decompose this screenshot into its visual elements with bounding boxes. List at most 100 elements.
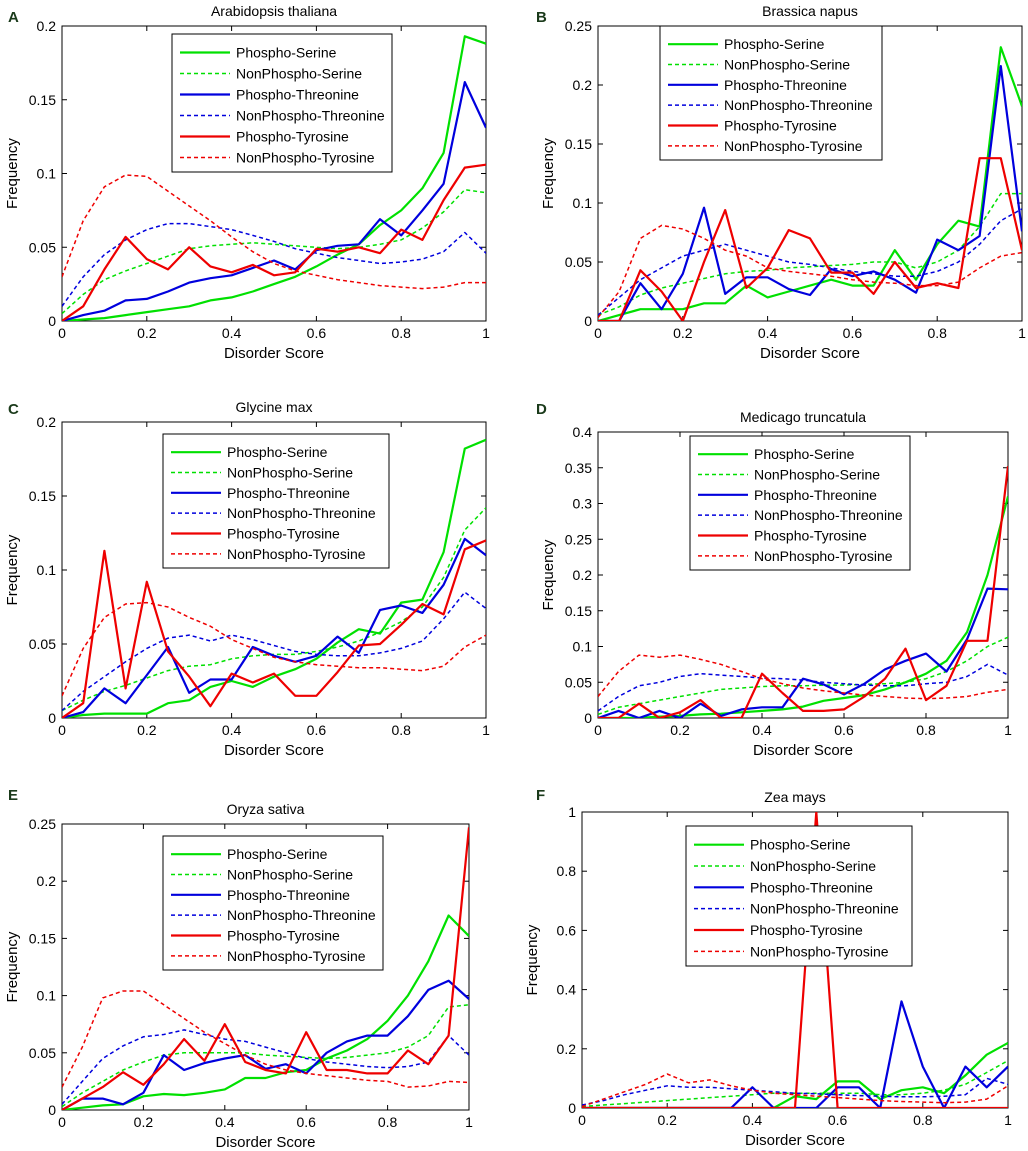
y-tick-label: 0.1 (37, 988, 57, 1004)
y-tick-label: 0.15 (29, 930, 56, 946)
series-line-phospho-threonine (598, 587, 1008, 718)
legend-label: NonPhospho-Serine (750, 858, 876, 874)
series-line-phospho-serine (62, 438, 486, 718)
series-line-nonphospho-threonine (582, 1077, 1008, 1106)
legend-label: NonPhospho-Serine (754, 467, 880, 483)
series-line-phospho-threonine (598, 64, 1022, 321)
x-axis-label: Disorder Score (760, 345, 860, 362)
legend-label: Phospho-Tyrosine (750, 922, 863, 938)
y-tick-label: 0.4 (573, 424, 593, 440)
series-line-nonphospho-tyrosine (62, 990, 469, 1088)
chart-title: Arabidopsis thaliana (211, 3, 337, 19)
y-tick-label: 0.05 (565, 674, 592, 690)
x-tick-label: 0.6 (296, 1114, 316, 1130)
x-tick-label: 1 (465, 1114, 473, 1130)
legend-label: NonPhospho-Threonine (750, 901, 899, 917)
x-tick-label: 0.2 (673, 325, 693, 341)
legend-label: Phospho-Threonine (236, 87, 359, 103)
x-tick-label: 0.6 (307, 722, 327, 738)
series-group (598, 466, 1008, 718)
y-tick-label: 0.05 (565, 254, 592, 270)
legend-label: Phospho-Tyrosine (236, 129, 349, 145)
y-tick-label: 1 (568, 804, 576, 820)
legend: Phospho-Serine NonPhospho-Serine Phospho-T… (685, 825, 913, 967)
y-tick-label: 0 (568, 1100, 576, 1116)
x-tick-label: 0 (58, 1114, 66, 1130)
panel-label: D (536, 401, 547, 418)
legend: Phospho-Serine NonPhospho-Serine Phospho-T… (162, 835, 384, 971)
y-tick-label: 0 (48, 313, 56, 329)
series-line-phospho-tyrosine (62, 163, 486, 321)
x-tick-label: 0.4 (215, 1114, 235, 1130)
panel-label: B (536, 9, 547, 26)
legend-label: Phospho-Serine (754, 446, 855, 462)
x-tick-label: 0.4 (222, 325, 242, 341)
legend-label: Phospho-Serine (227, 846, 328, 862)
y-tick-label: 0.3 (573, 496, 593, 512)
y-tick-label: 0.25 (29, 816, 56, 832)
x-tick-label: 0 (58, 722, 66, 738)
y-tick-label: 0.4 (557, 982, 577, 998)
series-line-phospho-serine (598, 46, 1022, 321)
legend-label: Phospho-Tyrosine (227, 526, 340, 542)
y-tick-label: 0.2 (37, 414, 57, 430)
series-line-nonphospho-tyrosine (582, 1073, 1008, 1108)
legend-label: Phospho-Tyrosine (227, 928, 340, 944)
y-tick-label: 0 (584, 710, 592, 726)
y-tick-label: 0.2 (573, 567, 593, 583)
legend-label: Phospho-Serine (236, 45, 337, 61)
series-line-phospho-serine (62, 35, 486, 321)
y-tick-label: 0.15 (29, 92, 56, 108)
legend-label: NonPhospho-Serine (227, 465, 353, 481)
legend-label: Phospho-Tyrosine (724, 118, 837, 134)
legend-label: NonPhospho-Tyrosine (227, 948, 366, 964)
legend-label: Phospho-Threonine (227, 887, 350, 903)
x-tick-label: 1 (1004, 1112, 1012, 1128)
legend-label: NonPhospho-Threonine (236, 108, 385, 124)
y-tick-label: 0 (48, 710, 56, 726)
y-tick-label: 0.1 (573, 195, 593, 211)
x-axis-label: Disorder Score (224, 742, 324, 759)
legend-label: NonPhospho-Threonine (227, 505, 376, 521)
panel-label: E (8, 787, 18, 804)
x-tick-label: 0.4 (758, 325, 778, 341)
legend-label: Phospho-Serine (227, 444, 328, 460)
y-tick-label: 0.2 (573, 77, 593, 93)
x-tick-label: 0.8 (378, 1114, 398, 1130)
panel-label: A (8, 9, 19, 26)
legend-label: Phospho-Threonine (227, 485, 350, 501)
y-axis-label: Frequency (524, 924, 541, 995)
series-line-nonphospho-tyrosine (62, 601, 486, 697)
series-line-phospho-tyrosine (62, 539, 486, 718)
y-axis-label: Frequency (540, 539, 557, 610)
x-axis-label: Disorder Score (753, 742, 853, 759)
x-tick-label: 0.4 (752, 722, 772, 738)
legend-box (162, 433, 390, 569)
series-line-phospho-threonine (582, 1000, 1008, 1108)
chart-title: Medicago truncatula (740, 409, 866, 425)
legend-label: NonPhospho-Serine (724, 57, 850, 73)
x-axis-label: Disorder Score (745, 1132, 845, 1149)
x-tick-label: 0.6 (843, 325, 863, 341)
y-tick-label: 0.05 (29, 239, 56, 255)
legend-label: Phospho-Tyrosine (754, 528, 867, 544)
series-line-nonphospho-threonine (598, 663, 1008, 712)
x-tick-label: 0.2 (134, 1114, 154, 1130)
y-tick-label: 0.15 (565, 603, 592, 619)
x-tick-label: 1 (482, 325, 490, 341)
y-tick-label: 0.05 (29, 1045, 56, 1061)
chart-panel-D: Medicago truncatula D 0 0.2 0.4 0.6 0.8 1 0 0.05 0… (536, 401, 1012, 759)
x-tick-label: 0 (578, 1112, 586, 1128)
y-tick-label: 0.2 (37, 873, 57, 889)
legend: Phospho-Serine NonPhospho-Serine Phospho-T… (171, 33, 393, 173)
chart-title: Brassica napus (762, 3, 858, 19)
x-tick-label: 0.4 (222, 722, 242, 738)
x-axis-label: Disorder Score (224, 345, 324, 362)
legend-label: NonPhospho-Serine (236, 66, 362, 82)
chart-panel-B: Brassica napus B 0 0.2 0.4 0.6 0.8 1 0 0.05 0.1 0.1… (536, 3, 1026, 362)
legend: Phospho-Serine NonPhospho-Serine Phospho-T… (162, 433, 390, 569)
y-tick-label: 0.25 (565, 531, 592, 547)
chart-panel-A: Arabidopsis thaliana A 0 0.2 0.4 0.6 0.8 1 0 0.05… (4, 3, 490, 362)
x-tick-label: 0.6 (828, 1112, 848, 1128)
